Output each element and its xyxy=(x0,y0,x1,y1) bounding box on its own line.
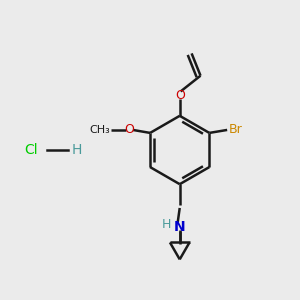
Text: O: O xyxy=(175,88,185,101)
Text: CH₃: CH₃ xyxy=(89,125,110,135)
Text: Cl: Cl xyxy=(24,143,38,157)
Text: N: N xyxy=(174,220,185,234)
Text: H: H xyxy=(161,218,171,231)
Text: Br: Br xyxy=(229,123,242,136)
Text: O: O xyxy=(124,123,134,136)
Text: H: H xyxy=(72,143,83,157)
